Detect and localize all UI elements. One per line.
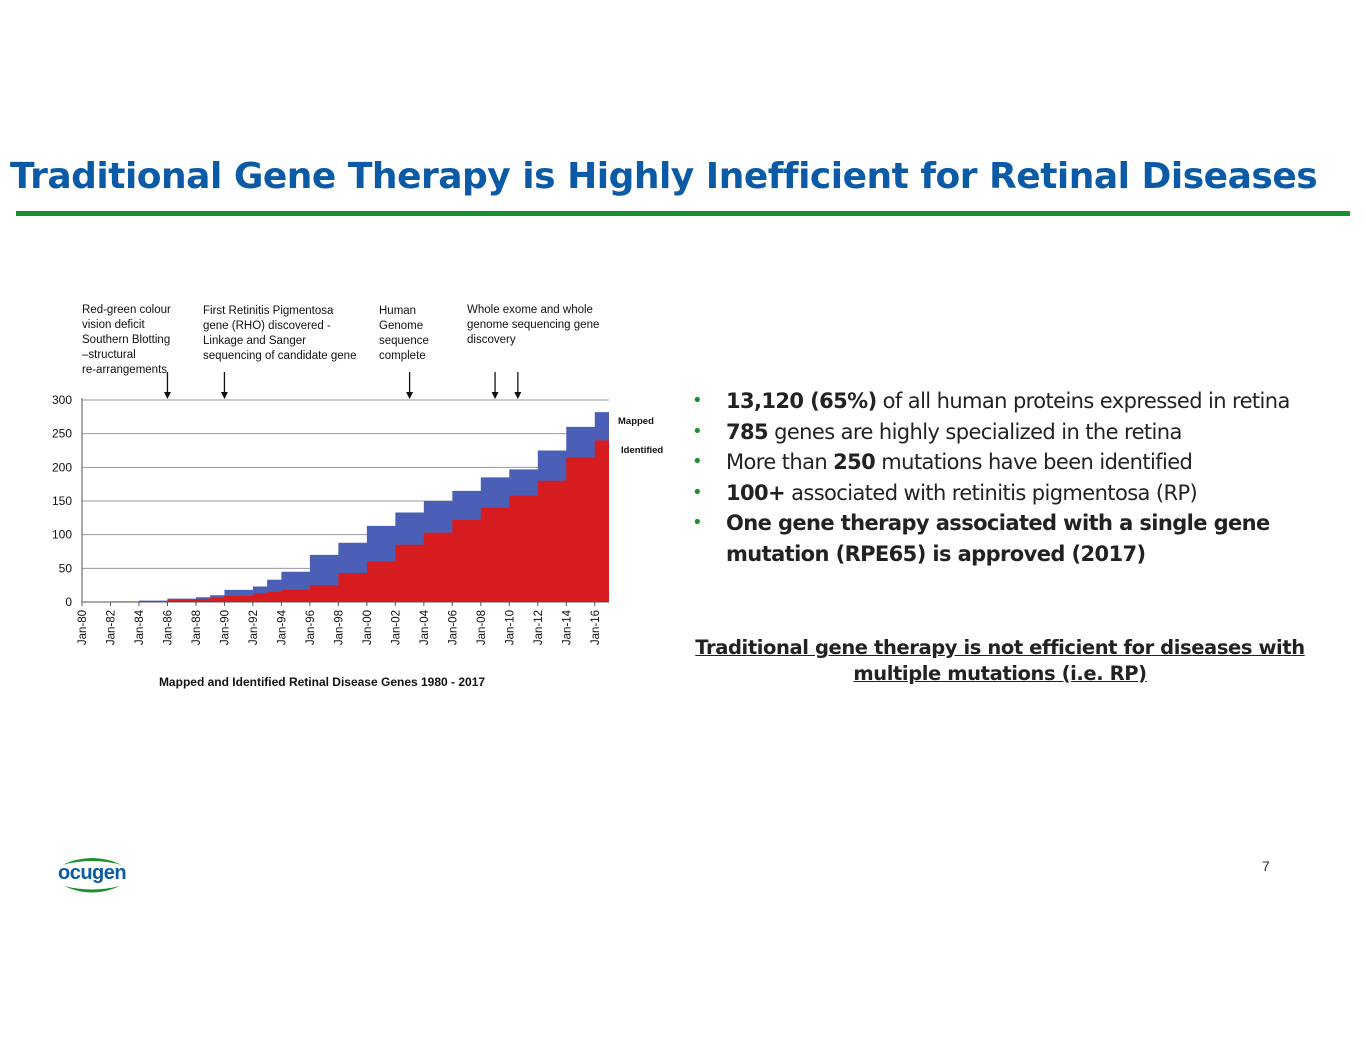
annotation-line: discovery bbox=[467, 334, 516, 346]
bullet-bold: 785 bbox=[726, 419, 769, 444]
bullet-text: of all human proteins expressed in retin… bbox=[876, 389, 1291, 413]
page-number: 7 bbox=[1262, 858, 1270, 874]
y-tick-label: 200 bbox=[52, 460, 72, 474]
bullet-item: • 13,120 (65%) of all human proteins expr… bbox=[692, 386, 1332, 417]
event-arrowhead-icon bbox=[163, 392, 171, 399]
y-tick-label: 50 bbox=[59, 561, 73, 575]
x-tick-label: Jan-90 bbox=[219, 610, 231, 645]
annotation-line: First Retinitis Pigmentosa bbox=[203, 305, 334, 317]
annotation-line: vision deficit bbox=[82, 319, 145, 331]
legend-identified: Identified bbox=[621, 445, 663, 456]
annotation-line: Human bbox=[379, 305, 417, 317]
bullet-bold: One gene therapy associated with a singl… bbox=[726, 511, 1270, 566]
x-tick-label: Jan-94 bbox=[276, 609, 288, 645]
key-facts-list: • 13,120 (65%) of all human proteins expr… bbox=[692, 386, 1332, 569]
bullet-text: mutations have been identified bbox=[875, 450, 1193, 474]
event-arrowhead-icon bbox=[220, 392, 228, 399]
bullet-dot-icon: • bbox=[692, 420, 703, 442]
event-arrowhead-icon bbox=[514, 392, 522, 399]
bullet-dot-icon: • bbox=[692, 451, 703, 472]
annotation-whole-exome: Whole exome and whole genome sequencing … bbox=[467, 303, 599, 348]
bullet-dot-icon: • bbox=[692, 481, 703, 503]
x-tick-label: Jan-00 bbox=[362, 610, 374, 645]
ocugen-swoosh-icon bbox=[62, 858, 122, 893]
x-tick-label: Jan-02 bbox=[390, 610, 402, 645]
x-tick-label: Jan-98 bbox=[333, 610, 345, 645]
x-tick-label: Jan-14 bbox=[561, 609, 573, 645]
identified-series-area bbox=[82, 428, 609, 602]
annotation-line: gene (RHO) discovered - bbox=[203, 320, 331, 332]
annotation-line: complete bbox=[379, 350, 426, 362]
annotation-line: re-arrangements bbox=[82, 364, 168, 376]
y-tick-label: 300 bbox=[52, 393, 72, 407]
x-tick-label: Jan-86 bbox=[162, 610, 174, 645]
annotation-rho-gene: First Retinitis Pigmentosa gene (RHO) di… bbox=[203, 304, 356, 364]
retinal-genes-area-chart: 0 50 100 150 200 250 300 Jan-80 Jan-82 Jan-84 Jan-… bbox=[52, 372, 663, 689]
bullet-bold: 250 bbox=[833, 450, 876, 474]
annotation-line: Red-green colour bbox=[82, 304, 171, 316]
title-underline bbox=[16, 211, 1350, 216]
annotation-line: Genome bbox=[379, 320, 424, 332]
bullet-item: • 785 genes are highly specialized in the… bbox=[692, 417, 1332, 448]
slide-title: Traditional Gene Therapy is Highly Ineff… bbox=[10, 156, 1318, 197]
x-tick-label: Jan-06 bbox=[447, 610, 459, 645]
x-tick-label: Jan-04 bbox=[419, 609, 431, 645]
x-tick-label: Jan-80 bbox=[77, 610, 89, 645]
x-tick-label: Jan-82 bbox=[105, 610, 117, 645]
annotation-colour-vision: Red-green colour vision deficit Southern… bbox=[82, 303, 171, 378]
bullet-item: • More than 250 mutations have been ident… bbox=[692, 447, 1332, 478]
bullet-item: • One gene therapy associated with a sing… bbox=[692, 508, 1332, 569]
y-tick-label: 250 bbox=[52, 427, 72, 441]
annotation-human-genome: Human Genome sequence complete bbox=[379, 304, 429, 364]
bullet-bold: 13,120 (65%) bbox=[726, 389, 877, 413]
ocugen-logo: ocugen bbox=[56, 853, 128, 895]
y-tick-label: 150 bbox=[52, 494, 72, 508]
bullet-item: • 100+ associated with retinitis pigmento… bbox=[692, 478, 1332, 509]
bullet-text: genes are highly specialized in the reti… bbox=[768, 419, 1182, 444]
y-tick-label: 0 bbox=[65, 595, 72, 609]
x-tick-label: Jan-12 bbox=[533, 610, 545, 645]
x-tick-label: Jan-88 bbox=[191, 610, 203, 645]
legend-mapped: Mapped bbox=[618, 416, 654, 427]
x-tick-label: Jan-84 bbox=[134, 609, 146, 645]
bullet-bold: 100+ bbox=[726, 480, 786, 505]
x-tick-label: Jan-96 bbox=[305, 610, 317, 645]
x-tick-label: Jan-16 bbox=[590, 610, 602, 645]
y-tick-label: 100 bbox=[52, 528, 72, 542]
logo-text: ocugen bbox=[58, 862, 127, 884]
annotation-line: Linkage and Sanger bbox=[203, 335, 306, 347]
annotation-line: sequencing of candidate gene bbox=[203, 350, 357, 362]
bullet-text: More than bbox=[726, 450, 834, 474]
annotation-line: Whole exome and whole bbox=[467, 304, 593, 316]
annotation-line: genome sequencing gene bbox=[467, 319, 600, 331]
x-tick-label: Jan-08 bbox=[476, 610, 488, 645]
chart-title: Mapped and Identified Retinal Disease Ge… bbox=[159, 675, 485, 689]
bullet-dot-icon: • bbox=[692, 512, 703, 533]
annotation-line: sequence bbox=[379, 335, 429, 347]
annotation-line: Southern Blotting bbox=[82, 334, 171, 346]
bullet-text: associated with retinitis pigmentosa (RP… bbox=[785, 480, 1198, 505]
conclusion-note: Traditional gene therapy is not efficien… bbox=[695, 636, 1305, 685]
event-arrowhead-icon bbox=[406, 392, 414, 399]
bullet-dot-icon: • bbox=[692, 390, 703, 411]
x-tick-label: Jan-10 bbox=[504, 610, 516, 645]
x-tick-label: Jan-92 bbox=[248, 610, 260, 645]
annotation-line: –structural bbox=[82, 349, 136, 361]
event-arrowhead-icon bbox=[491, 392, 499, 399]
